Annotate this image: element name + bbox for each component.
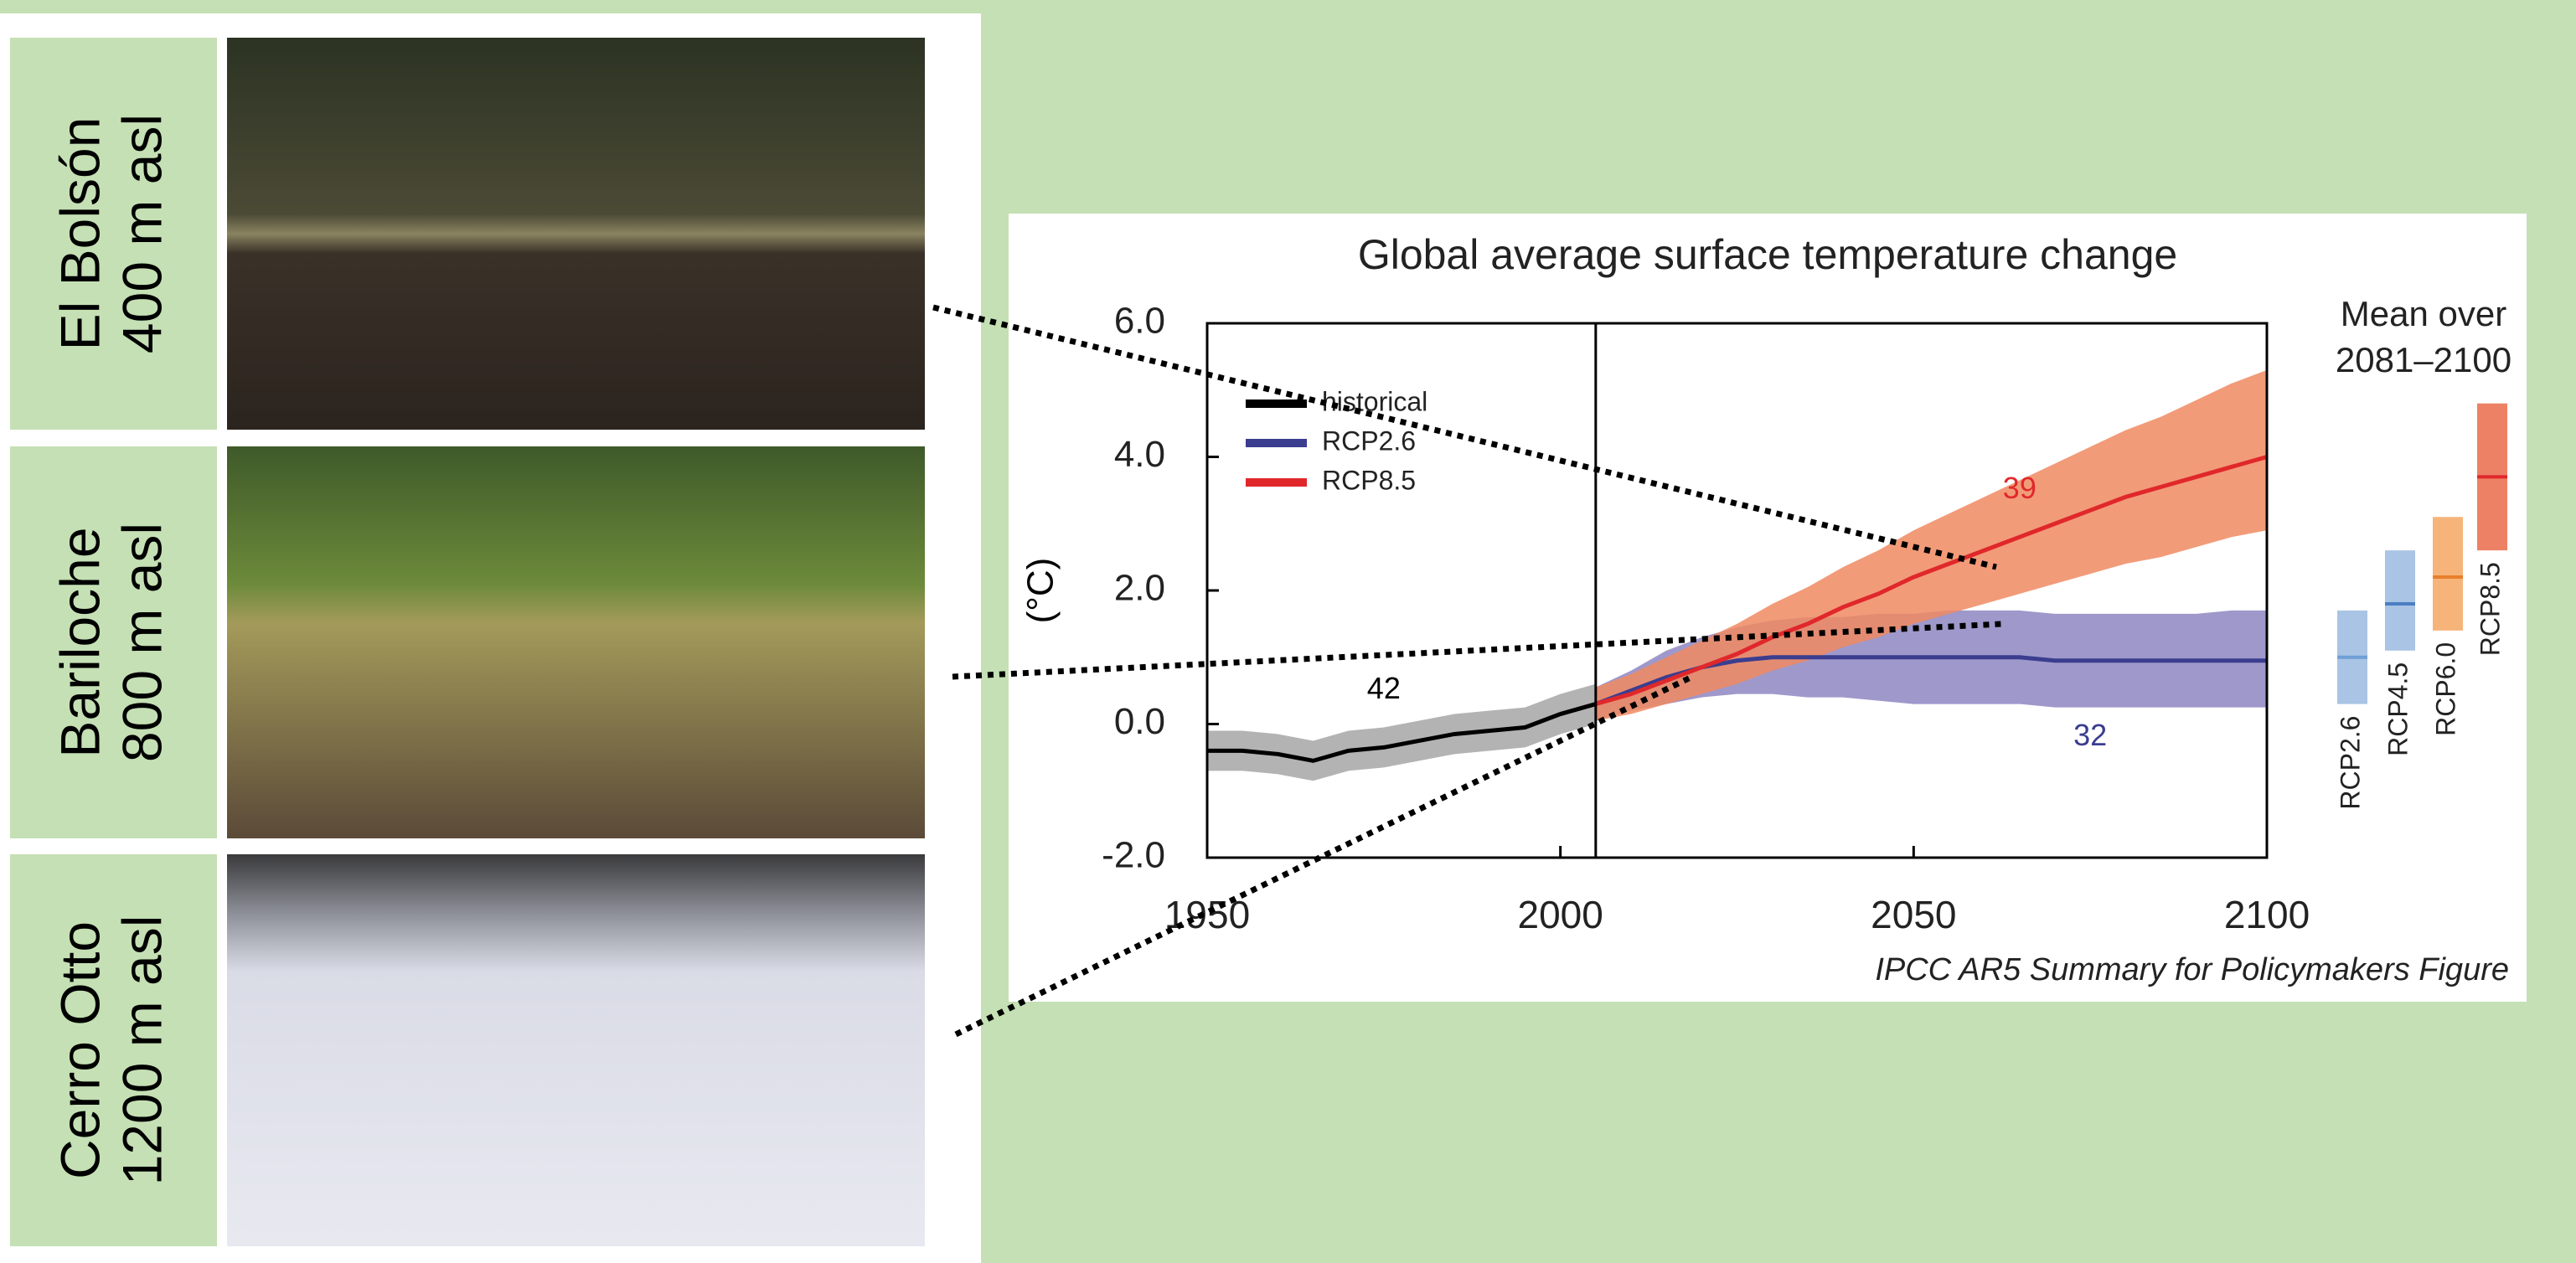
y-tick-label: 4.0 [1114,434,1165,475]
site-photo [227,446,925,838]
range-bar [2385,550,2415,651]
bar-label: RCP2.6 [2335,716,2365,810]
bar-label-group: RCP4.5 [2382,662,2413,756]
page: { "sites": [ {"name": "El Bolsón", "elev… [0,0,2576,1263]
x-tick-label: 1950 [1164,893,1250,936]
annotation: 42 [1367,671,1401,705]
x-tick-label: 2050 [1871,893,1956,936]
bar-label-group: RCP8.5 [2475,562,2505,656]
mean-panel-title: 2081–2100 [2336,340,2511,379]
x-tick-label: 2000 [1517,893,1603,936]
y-axis-label-group: (°C) [1020,558,1061,624]
site-elevation: 400 m asl [111,114,173,353]
bar-label: RCP6.0 [2430,642,2460,736]
mean-panel-title: Mean over [2341,294,2506,333]
chart-title: Global average surface temperature chang… [1358,231,2177,278]
annotation: 32 [2073,718,2107,752]
y-axis-label: (°C) [1020,558,1061,624]
site-photo [227,854,925,1246]
legend-label: RCP8.5 [1322,465,1416,495]
y-tick-label: 6.0 [1114,301,1165,342]
legend-label: RCP2.6 [1322,425,1416,456]
y-tick-label: 2.0 [1114,568,1165,609]
caption: IPCC AR5 Summary for Policymakers Figure [1875,952,2509,987]
annotation: 39 [2003,471,2037,505]
y-tick-label: -2.0 [1102,835,1165,876]
site-elevation: 1200 m asl [111,915,173,1186]
bar-label: RCP4.5 [2382,662,2413,756]
site-elevation: 800 m asl [111,523,173,762]
x-tick-label: 2100 [2224,893,2310,936]
site-name: Bariloche [49,527,111,757]
bar-label-group: RCP6.0 [2430,642,2460,736]
bar-label: RCP8.5 [2475,562,2505,656]
site-name: Cerro Otto [49,921,111,1179]
slide: El Bolsón400 m asl Bariloche800 m asl Cerr… [0,0,2576,1263]
y-tick-label: 0.0 [1114,701,1165,742]
site-name: El Bolsón [49,117,111,351]
bar-label-group: RCP2.6 [2335,716,2365,810]
site-photo [227,38,925,430]
legend-label: historical [1322,386,1427,416]
range-bar [2433,517,2463,631]
